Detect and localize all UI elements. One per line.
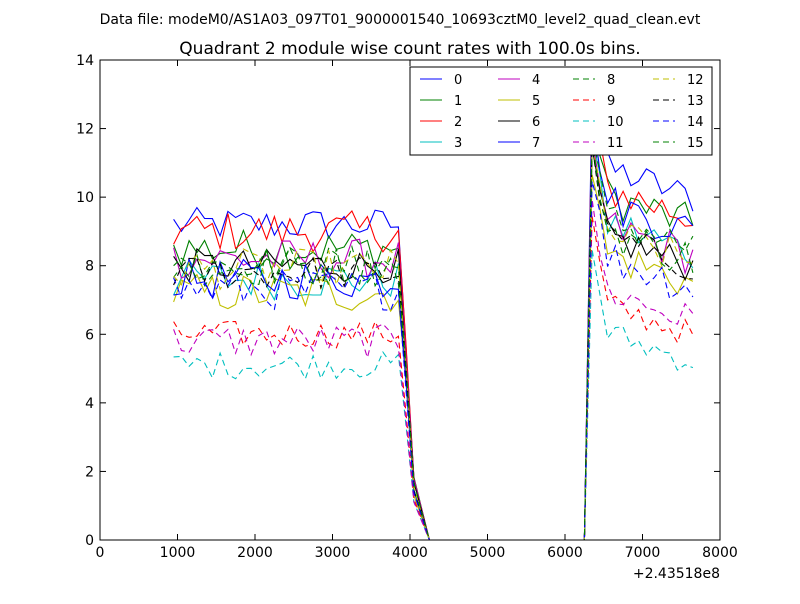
x-tick-label: 1000 xyxy=(160,545,196,561)
legend-label-9: 9 xyxy=(607,94,615,109)
legend-label-1: 1 xyxy=(454,94,462,109)
legend-label-15: 15 xyxy=(687,136,704,151)
x-offset-label: +2.43518e8 xyxy=(633,566,720,582)
legend-label-14: 14 xyxy=(687,115,704,130)
series-line-3 xyxy=(173,137,694,541)
y-tick-label: 10 xyxy=(76,190,94,206)
legend-label-13: 13 xyxy=(687,94,704,109)
y-tick-label: 0 xyxy=(85,533,94,549)
legend-label-7: 7 xyxy=(532,136,540,151)
x-tick-label: 4000 xyxy=(392,545,428,561)
series-line-11 xyxy=(173,199,694,541)
legend-label-4: 4 xyxy=(532,73,540,88)
x-tick-label: 8000 xyxy=(702,545,738,561)
x-tick-label: 5000 xyxy=(470,545,506,561)
series-line-9 xyxy=(173,216,694,541)
x-tick-label: 6000 xyxy=(547,545,583,561)
series-line-15 xyxy=(173,137,694,541)
series-line-14 xyxy=(173,180,694,541)
legend-label-3: 3 xyxy=(454,136,462,151)
legend-label-5: 5 xyxy=(532,94,540,109)
legend-box xyxy=(409,66,713,156)
y-tick-label: 14 xyxy=(76,53,94,69)
legend-label-6: 6 xyxy=(532,115,540,130)
chart-suptitle: Data file: modeM0/AS1A03_097T01_90000015… xyxy=(100,12,701,28)
legend-label-8: 8 xyxy=(607,73,615,88)
series-line-4 xyxy=(173,136,694,541)
legend-label-12: 12 xyxy=(687,73,704,88)
series-line-13 xyxy=(173,143,693,541)
series-line-7 xyxy=(173,111,694,541)
legend-label-10: 10 xyxy=(607,115,624,130)
axis-ticks: 0 1000 2000 3000 4000 5000 6000 7000 80000246810… xyxy=(76,53,738,561)
x-tick-label: 0 xyxy=(96,545,105,561)
legend-label-2: 2 xyxy=(454,115,462,130)
x-tick-label: 2000 xyxy=(237,545,273,561)
y-tick-label: 8 xyxy=(85,259,94,275)
series-line-8 xyxy=(173,133,694,541)
y-tick-label: 6 xyxy=(85,327,94,343)
x-tick-label: 7000 xyxy=(625,545,661,561)
y-tick-label: 12 xyxy=(76,122,94,138)
chart-title: Quadrant 2 module wise count rates with … xyxy=(179,39,640,59)
series-line-2 xyxy=(173,101,693,541)
x-tick-label: 3000 xyxy=(315,545,351,561)
y-tick-label: 2 xyxy=(85,464,94,480)
legend-label-0: 0 xyxy=(454,73,462,88)
legend-label-11: 11 xyxy=(607,136,624,151)
y-tick-label: 4 xyxy=(85,396,94,412)
